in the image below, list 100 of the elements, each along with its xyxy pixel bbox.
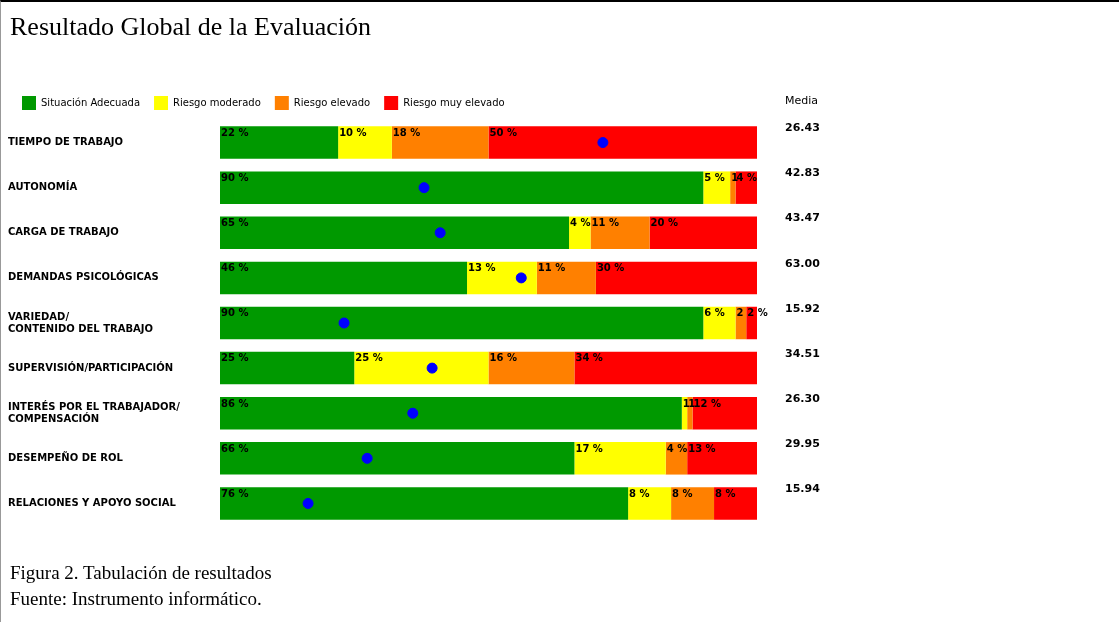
data-label: 8 % xyxy=(715,487,736,499)
y-tick-label: CARGA DE TRABAJO xyxy=(8,226,119,238)
y-tick-label: DEMANDAS PSICOLÓGICAS xyxy=(8,270,159,283)
data-label: 50 % xyxy=(489,126,517,138)
bar xyxy=(220,487,629,520)
bar xyxy=(391,126,489,159)
data-label: 90 % xyxy=(221,172,249,184)
bar xyxy=(338,126,392,159)
y-tick-label: AUTONOMÍA xyxy=(8,180,78,193)
y-tick-label: DESEMPEÑO DE ROL xyxy=(8,450,124,463)
data-label: 25 % xyxy=(355,352,383,364)
bar xyxy=(467,261,537,295)
text: Media xyxy=(785,93,819,107)
bar xyxy=(590,216,650,250)
data-label: 2 xyxy=(736,307,744,319)
data-label: 5 % xyxy=(704,172,725,184)
data-label: 17 % xyxy=(575,442,603,454)
bar xyxy=(220,306,704,340)
chart-title: Resultado Global de la Evaluación xyxy=(10,12,372,42)
annotation: 15.92 xyxy=(785,301,820,315)
data-label: 25 % xyxy=(221,352,249,364)
bar xyxy=(595,261,757,295)
data-label: 11 % xyxy=(537,262,566,274)
bar xyxy=(220,261,468,295)
legend-label: Riesgo moderado xyxy=(173,96,261,108)
bar xyxy=(746,306,757,340)
annotation: 26.30 xyxy=(785,391,821,405)
point xyxy=(338,317,350,329)
data-label: 86 % xyxy=(221,397,249,409)
bar xyxy=(220,351,355,385)
data-label: 22 % xyxy=(221,126,249,138)
annotation: 15.94 xyxy=(785,482,821,496)
bar xyxy=(220,442,575,475)
legend-label: Riesgo elevado xyxy=(293,96,371,108)
bar xyxy=(488,351,575,385)
data-label: 12 % xyxy=(693,397,721,409)
bar xyxy=(671,487,715,520)
y-tick-label: TIEMPO DE TRABAJO xyxy=(8,136,124,148)
bar xyxy=(703,171,731,204)
bar xyxy=(687,396,693,430)
annotation: 63.00 xyxy=(785,256,821,270)
y-tick-label: SUPERVISIÓN/PARTICIPACIÓN xyxy=(8,360,174,373)
data-label: 16 % xyxy=(489,352,517,364)
point xyxy=(361,452,373,464)
annotation: 29.95 xyxy=(785,437,820,451)
data-label: 76 % xyxy=(221,487,249,499)
point xyxy=(407,407,419,419)
annotation: 43.47 xyxy=(785,211,820,225)
bar xyxy=(220,216,570,250)
data-label: 8 % xyxy=(629,487,650,499)
data-label: 11 % xyxy=(591,217,619,229)
annotation: 42.83 xyxy=(785,166,820,180)
bar xyxy=(628,487,672,520)
y-tick-label: INTERÉS POR EL TRABAJADOR/ COMPENSACIÓN xyxy=(8,399,181,424)
bar xyxy=(703,306,736,340)
annotation: 26.43 xyxy=(785,121,820,135)
y-tick-label: RELACIONES Y APOYO SOCIAL xyxy=(8,497,177,509)
bar xyxy=(536,261,596,295)
data-label: 2 % xyxy=(747,307,768,319)
bar xyxy=(574,442,666,475)
data-label: 66 % xyxy=(221,442,249,454)
y-tick-label: VARIEDAD/ CONTENIDO DEL TRABAJO xyxy=(8,310,154,334)
data-label: 1 xyxy=(731,172,739,184)
bar xyxy=(649,216,757,250)
data-label: 8 % xyxy=(672,487,693,499)
data-label: 20 % xyxy=(650,217,679,229)
bar xyxy=(714,487,757,520)
bar xyxy=(488,126,757,159)
data-label: 46 % xyxy=(221,262,249,274)
data-label: 10 % xyxy=(339,126,367,138)
point xyxy=(515,272,527,284)
data-label: 18 % xyxy=(392,126,421,138)
point xyxy=(418,182,430,194)
data-label: 6 % xyxy=(704,307,725,319)
data-label: 30 % xyxy=(596,262,625,274)
bar xyxy=(354,351,489,385)
data-label: 1 xyxy=(688,397,696,409)
data-label: 65 % xyxy=(221,217,249,229)
data-label: 4 % xyxy=(666,442,688,454)
data-label: 4 % xyxy=(570,217,591,229)
legend-label: Situación Adecuada xyxy=(41,96,141,108)
bar xyxy=(574,351,757,385)
bar xyxy=(687,442,757,475)
data-label: 34 % xyxy=(575,352,603,364)
bar xyxy=(220,171,704,204)
data-label: 4 % xyxy=(736,172,757,184)
text: Figura 2. Tabulación de resultados xyxy=(10,561,272,585)
data-label: 13 % xyxy=(468,262,496,274)
legend-label: Riesgo muy elevado xyxy=(403,96,505,108)
point xyxy=(434,227,446,239)
annotation: 34.51 xyxy=(785,346,820,360)
point xyxy=(597,137,609,149)
bar xyxy=(730,171,736,204)
point xyxy=(426,362,438,374)
point xyxy=(302,497,314,509)
bar xyxy=(220,396,682,430)
data-label: 90 % xyxy=(221,307,249,319)
data-label: 13 % xyxy=(688,442,716,454)
data-label: 1 xyxy=(682,397,690,409)
bar xyxy=(220,126,339,159)
